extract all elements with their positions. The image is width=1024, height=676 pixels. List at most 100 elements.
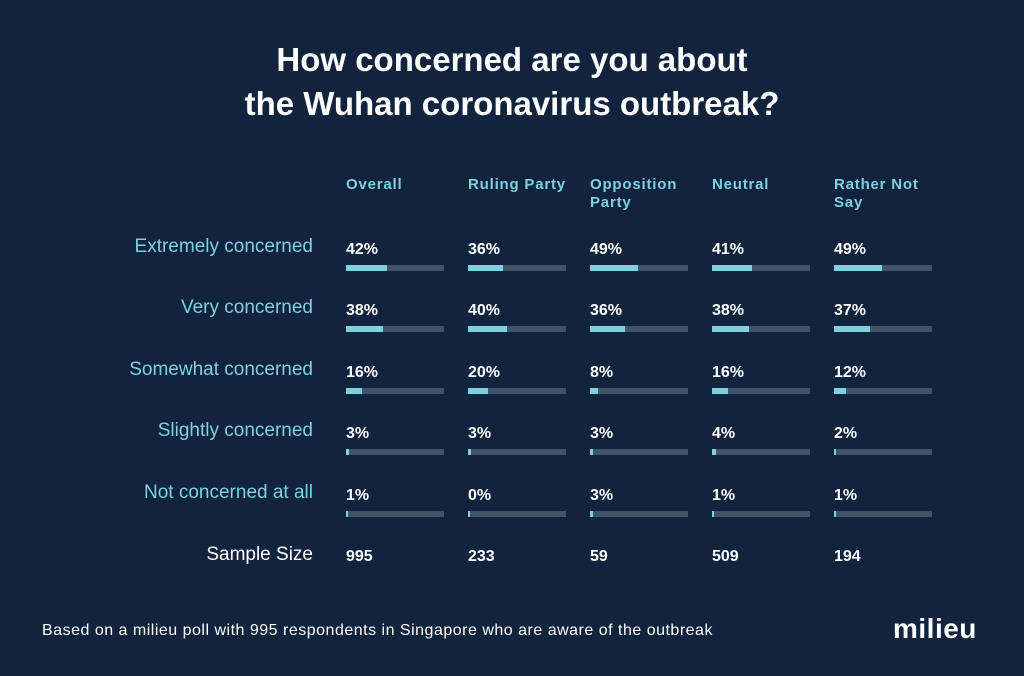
chart-title-line-1: How concerned are you about: [276, 41, 748, 78]
bar-track: [346, 449, 444, 455]
table-cell: 3%: [590, 487, 688, 517]
percent-label: 37%: [834, 302, 867, 319]
bar-fill: [590, 449, 593, 455]
table-cell: 41%: [712, 241, 810, 271]
bar-track: [834, 265, 932, 271]
bar-track: [468, 449, 566, 455]
row-label: Somewhat concerned: [129, 359, 313, 380]
sample-size-value: 995: [346, 548, 373, 565]
bar-fill: [590, 388, 598, 394]
bar-fill: [590, 265, 639, 271]
table-cell: 3%: [590, 425, 688, 455]
table-cell: 2%: [834, 425, 932, 455]
chart-title: How concerned are you about the Wuhan co…: [0, 38, 1024, 126]
table-cell: 1%: [834, 487, 932, 517]
bar-track: [712, 265, 810, 271]
table-cell: 20%: [468, 364, 566, 394]
percent-label: 3%: [590, 425, 614, 442]
sample-size-value: 509: [712, 548, 739, 565]
percent-label: 36%: [468, 241, 501, 258]
percent-label: 20%: [468, 364, 501, 381]
bar-track: [834, 511, 932, 517]
bar-fill: [712, 511, 714, 517]
table-cell: 12%: [834, 364, 932, 394]
percent-label: 40%: [468, 302, 501, 319]
bar-track: [468, 388, 566, 394]
percent-label: 0%: [468, 487, 492, 504]
bar-track: [590, 449, 688, 455]
column-header: Neutral: [712, 176, 770, 193]
sample-size-value: 59: [590, 548, 608, 565]
bar-track: [590, 265, 688, 271]
percent-label: 16%: [712, 364, 745, 381]
bar-track: [834, 449, 932, 455]
table-cell: 4%: [712, 425, 810, 455]
bar-track: [712, 449, 810, 455]
bar-fill: [712, 449, 716, 455]
bar-track: [590, 326, 688, 332]
table-cell: 3%: [346, 425, 444, 455]
bar-fill: [834, 511, 836, 517]
table-cell: 37%: [834, 302, 932, 332]
percent-label: 38%: [346, 302, 379, 319]
milieu-logo: milieu: [893, 613, 977, 644]
bar-track: [590, 388, 688, 394]
percent-label: 8%: [590, 364, 614, 381]
percent-label: 49%: [590, 241, 623, 258]
table-cell: 36%: [590, 302, 688, 332]
row-label: Slightly concerned: [157, 420, 313, 441]
table-cell: 42%: [346, 241, 444, 271]
percent-label: 1%: [346, 487, 370, 504]
bar-track: [346, 388, 444, 394]
chart-title-line-2: the Wuhan coronavirus outbreak?: [244, 85, 780, 122]
percent-label: 2%: [834, 425, 858, 442]
percent-label: 36%: [590, 302, 623, 319]
table-cell: 36%: [468, 241, 566, 271]
percent-label: 3%: [468, 425, 492, 442]
table-cell: 16%: [346, 364, 444, 394]
bar-fill: [468, 265, 504, 271]
bar-fill: [468, 388, 488, 394]
table-cell: 8%: [590, 364, 688, 394]
column-header: Overall: [346, 176, 403, 193]
row-label: Not concerned at all: [144, 482, 313, 503]
row-label: Very concerned: [180, 297, 313, 318]
bar-fill: [346, 511, 348, 517]
sample-size-value: 233: [468, 548, 495, 565]
bar-fill: [834, 388, 846, 394]
column-header: Ruling Party: [468, 176, 566, 193]
sample-size-label: Sample Size: [206, 544, 313, 565]
bar-track: [346, 511, 444, 517]
column-header: Opposition Party: [590, 176, 678, 211]
percent-label: 1%: [834, 487, 858, 504]
table-cell: 16%: [712, 364, 810, 394]
bar-fill: [712, 326, 750, 332]
bar-fill: [346, 326, 384, 332]
bar-fill: [346, 449, 349, 455]
footnote: Based on a milieu poll with 995 responde…: [42, 622, 713, 639]
row-label: Extremely concerned: [134, 236, 313, 257]
bar-track: [346, 265, 444, 271]
bar-fill: [590, 326, 626, 332]
percent-label: 38%: [712, 302, 745, 319]
bar-track: [346, 326, 444, 332]
bar-track: [468, 511, 566, 517]
percent-label: 12%: [834, 364, 867, 381]
table-cell: 1%: [346, 487, 444, 517]
bar-track: [712, 326, 810, 332]
bar-fill: [712, 265, 753, 271]
table-cell: 49%: [834, 241, 932, 271]
table-cell: 1%: [712, 487, 810, 517]
percent-label: 16%: [346, 364, 379, 381]
percent-label: 49%: [834, 241, 867, 258]
bar-track: [834, 326, 932, 332]
bar-track: [712, 388, 810, 394]
bar-fill: [468, 511, 470, 517]
percent-label: 3%: [590, 487, 614, 504]
bar-track: [590, 511, 688, 517]
table-cell: 0%: [468, 487, 566, 517]
bar-fill: [590, 511, 593, 517]
bar-fill: [834, 449, 836, 455]
bar-track: [834, 388, 932, 394]
table-cell: 38%: [712, 302, 810, 332]
